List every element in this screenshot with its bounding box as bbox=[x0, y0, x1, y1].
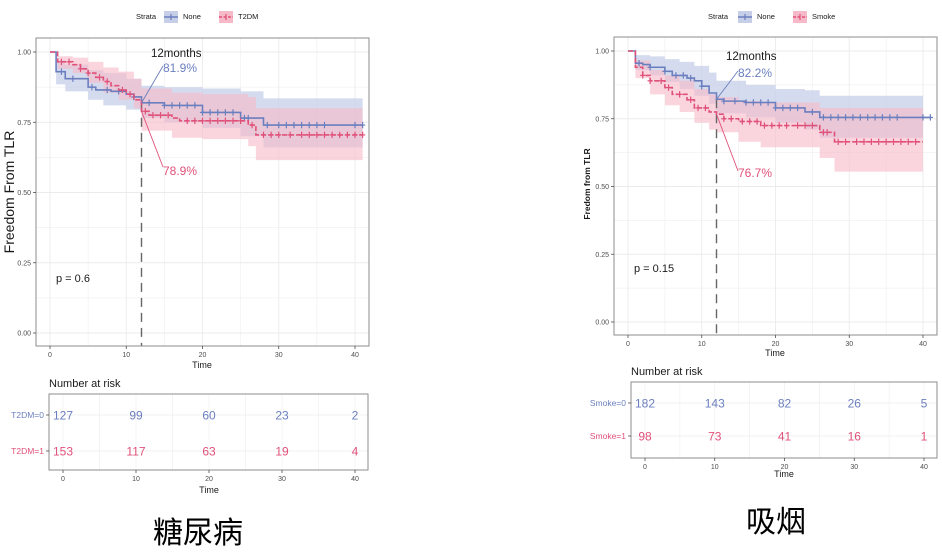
x-tick-label: 40 bbox=[919, 341, 927, 348]
legend-entry-none: None bbox=[183, 12, 201, 21]
figure-caption: 糖尿病 bbox=[153, 516, 243, 551]
risk-cell: 2 bbox=[352, 409, 359, 423]
risk-cell: 5 bbox=[921, 397, 928, 411]
risk-cell: 1 bbox=[921, 430, 928, 444]
risk-cell: 73 bbox=[708, 430, 722, 444]
x-tick-label: 0 bbox=[626, 341, 630, 348]
risk-x-tick-label: 40 bbox=[351, 476, 359, 483]
legend-title: Strata bbox=[136, 12, 157, 21]
marker-title: 12months bbox=[151, 48, 202, 60]
x-tick-label: 30 bbox=[275, 352, 283, 359]
x-tick-label: 10 bbox=[698, 341, 706, 348]
legend-entry-t2dm: T2DM bbox=[238, 12, 258, 21]
km-figure-smoking: Strata None Smoke 0 10 20 30 400.000.250.500… bbox=[582, 11, 938, 540]
km-figure-diabetes: Strata None T2DM 0 10 20 30 400.000.250.500.… bbox=[1, 11, 370, 551]
legend-entry-smoke: Smoke bbox=[812, 12, 835, 21]
risk-cell: 143 bbox=[705, 397, 725, 411]
annotation-none: 81.9% bbox=[163, 61, 197, 75]
risk-row-label: T2DM=1 bbox=[11, 446, 44, 456]
risk-x-tick-label: 30 bbox=[278, 476, 286, 483]
x-tick-label: 0 bbox=[48, 352, 52, 359]
risk-cell: 182 bbox=[635, 397, 655, 411]
y-tick-label: 0.75 bbox=[595, 116, 609, 123]
risk-x-tick-label: 30 bbox=[850, 464, 858, 471]
risk-table-background bbox=[631, 382, 937, 458]
risk-table-title: Number at risk bbox=[631, 366, 703, 378]
y-axis-title: Freedom From TLR bbox=[1, 131, 17, 254]
risk-row-label: Smoke=0 bbox=[590, 398, 626, 408]
y-tick-label: 0.00 bbox=[595, 320, 609, 327]
legend-entry-none: None bbox=[757, 12, 775, 21]
risk-x-tick-label: 20 bbox=[781, 464, 789, 471]
y-tick-label: 0.25 bbox=[595, 252, 609, 259]
x-tick-label: 10 bbox=[122, 352, 130, 359]
legend: Strata None Smoke bbox=[708, 11, 835, 23]
annotation-leader-group bbox=[141, 111, 164, 168]
risk-cell: 99 bbox=[129, 409, 143, 423]
risk-x-tick-label: 0 bbox=[61, 476, 65, 483]
marker-title: 12months bbox=[726, 51, 777, 63]
risk-table-border bbox=[630, 381, 938, 459]
y-axis-title: Fredom from TLR bbox=[582, 148, 592, 219]
x-tick-label: 30 bbox=[845, 341, 853, 348]
risk-row-label: T2DM=0 bbox=[11, 410, 44, 420]
risk-row-label: Smoke=1 bbox=[590, 431, 626, 441]
risk-cell: 19 bbox=[275, 445, 289, 459]
risk-cell: 127 bbox=[53, 409, 73, 423]
x-tick-label: 20 bbox=[772, 341, 780, 348]
legend: Strata None T2DM bbox=[136, 11, 258, 23]
risk-x-tick-label: 10 bbox=[132, 476, 140, 483]
annotation-leader-group bbox=[716, 113, 739, 172]
x-tick-label: 20 bbox=[199, 352, 207, 359]
x-axis-title: Time bbox=[765, 348, 785, 358]
risk-cell: 16 bbox=[848, 430, 862, 444]
y-tick-label: 0.25 bbox=[17, 260, 31, 267]
risk-x-axis-title: Time bbox=[199, 485, 219, 495]
y-tick-label: 1.00 bbox=[595, 49, 609, 56]
y-tick-label: 0.50 bbox=[17, 190, 31, 197]
annotation-leader-none bbox=[141, 65, 164, 104]
risk-cell: 41 bbox=[778, 430, 792, 444]
confidence-band-t2dm bbox=[50, 52, 363, 161]
risk-cell: 26 bbox=[848, 397, 862, 411]
x-tick-label: 40 bbox=[351, 352, 359, 359]
risk-cell: 117 bbox=[126, 445, 145, 459]
p-value: p = 0.15 bbox=[634, 263, 674, 275]
annotation-leader-none bbox=[716, 70, 739, 100]
risk-table-border bbox=[48, 393, 369, 471]
y-tick-label: 0.75 bbox=[17, 120, 31, 127]
legend-title: Strata bbox=[708, 12, 729, 21]
risk-x-tick-label: 0 bbox=[643, 464, 647, 471]
risk-cell: 153 bbox=[53, 445, 73, 459]
y-tick-label: 0.00 bbox=[17, 331, 31, 338]
risk-cell: 98 bbox=[638, 430, 652, 444]
x-axis-title: Time bbox=[192, 360, 212, 370]
km-plot-panel: 0 10 20 30 40 0.00 0.25 0.50 0.75 1.00 bbox=[595, 36, 938, 348]
annotation-none: 82.2% bbox=[738, 66, 772, 80]
risk-cell: 63 bbox=[202, 445, 216, 459]
risk-cell: 60 bbox=[202, 409, 216, 423]
annotation-group: 76.7% bbox=[738, 166, 772, 180]
y-tick-label: 0.50 bbox=[595, 184, 609, 191]
risk-x-axis-title: Time bbox=[774, 469, 794, 479]
risk-cell: 82 bbox=[778, 397, 792, 411]
figure-caption: 吸烟 bbox=[746, 505, 806, 540]
risk-x-tick-label: 20 bbox=[205, 476, 213, 483]
risk-x-tick-label: 10 bbox=[711, 464, 719, 471]
risk-cell: 23 bbox=[275, 409, 289, 423]
p-value: p = 0.6 bbox=[56, 273, 90, 285]
km-plot-panel: 0 10 20 30 40 0.00 0.25 0.50 0.75 1.00 bbox=[17, 37, 370, 359]
risk-table-title: Number at risk bbox=[49, 378, 121, 390]
risk-table-background bbox=[49, 394, 368, 470]
y-tick-label: 1.00 bbox=[17, 50, 31, 57]
annotation-group: 78.9% bbox=[163, 164, 197, 178]
risk-x-tick-label: 40 bbox=[920, 464, 928, 471]
risk-cell: 4 bbox=[352, 445, 359, 459]
